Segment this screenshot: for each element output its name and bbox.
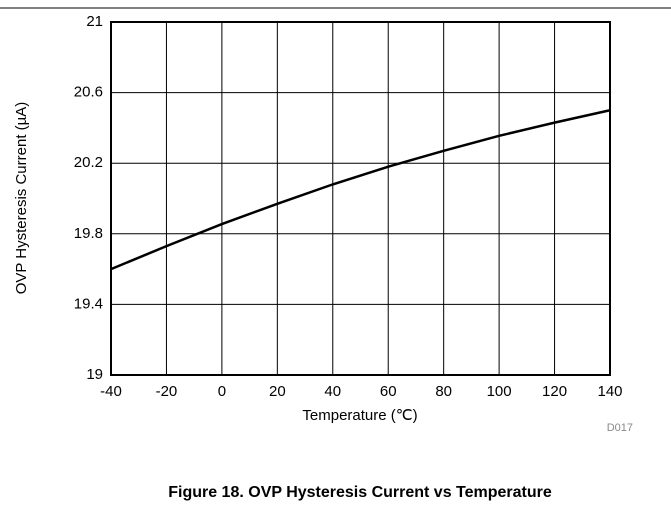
x-tick-label: 120 — [542, 383, 567, 400]
annotation: D017 — [607, 422, 633, 434]
x-tick-label: 40 — [324, 383, 341, 400]
y-tick-label: 19.8 — [74, 225, 103, 242]
x-tick-label: 60 — [380, 383, 397, 400]
x-tick-label: 140 — [597, 383, 622, 400]
y-tick-label: 19 — [86, 366, 103, 383]
plot-frame — [110, 21, 611, 376]
y-tick-label: 21 — [86, 13, 103, 30]
y-tick-label: 20.6 — [74, 84, 103, 101]
x-axis-label: Temperature (℃) — [302, 407, 417, 424]
x-tick-label: -40 — [100, 383, 122, 400]
x-tick-label: 100 — [487, 383, 512, 400]
x-tick-label: 80 — [435, 383, 452, 400]
x-tick-label: -20 — [156, 383, 178, 400]
y-axis-label: OVP Hysteresis Current (µA) — [13, 102, 30, 295]
y-tick-label: 20.2 — [74, 154, 103, 171]
data-line — [110, 109, 611, 271]
x-tick-label: 0 — [218, 383, 226, 400]
y-tick-label: 19.4 — [74, 295, 103, 312]
x-tick-label: 20 — [269, 383, 286, 400]
caption: Figure 18. OVP Hysteresis Current vs Tem… — [168, 484, 552, 501]
